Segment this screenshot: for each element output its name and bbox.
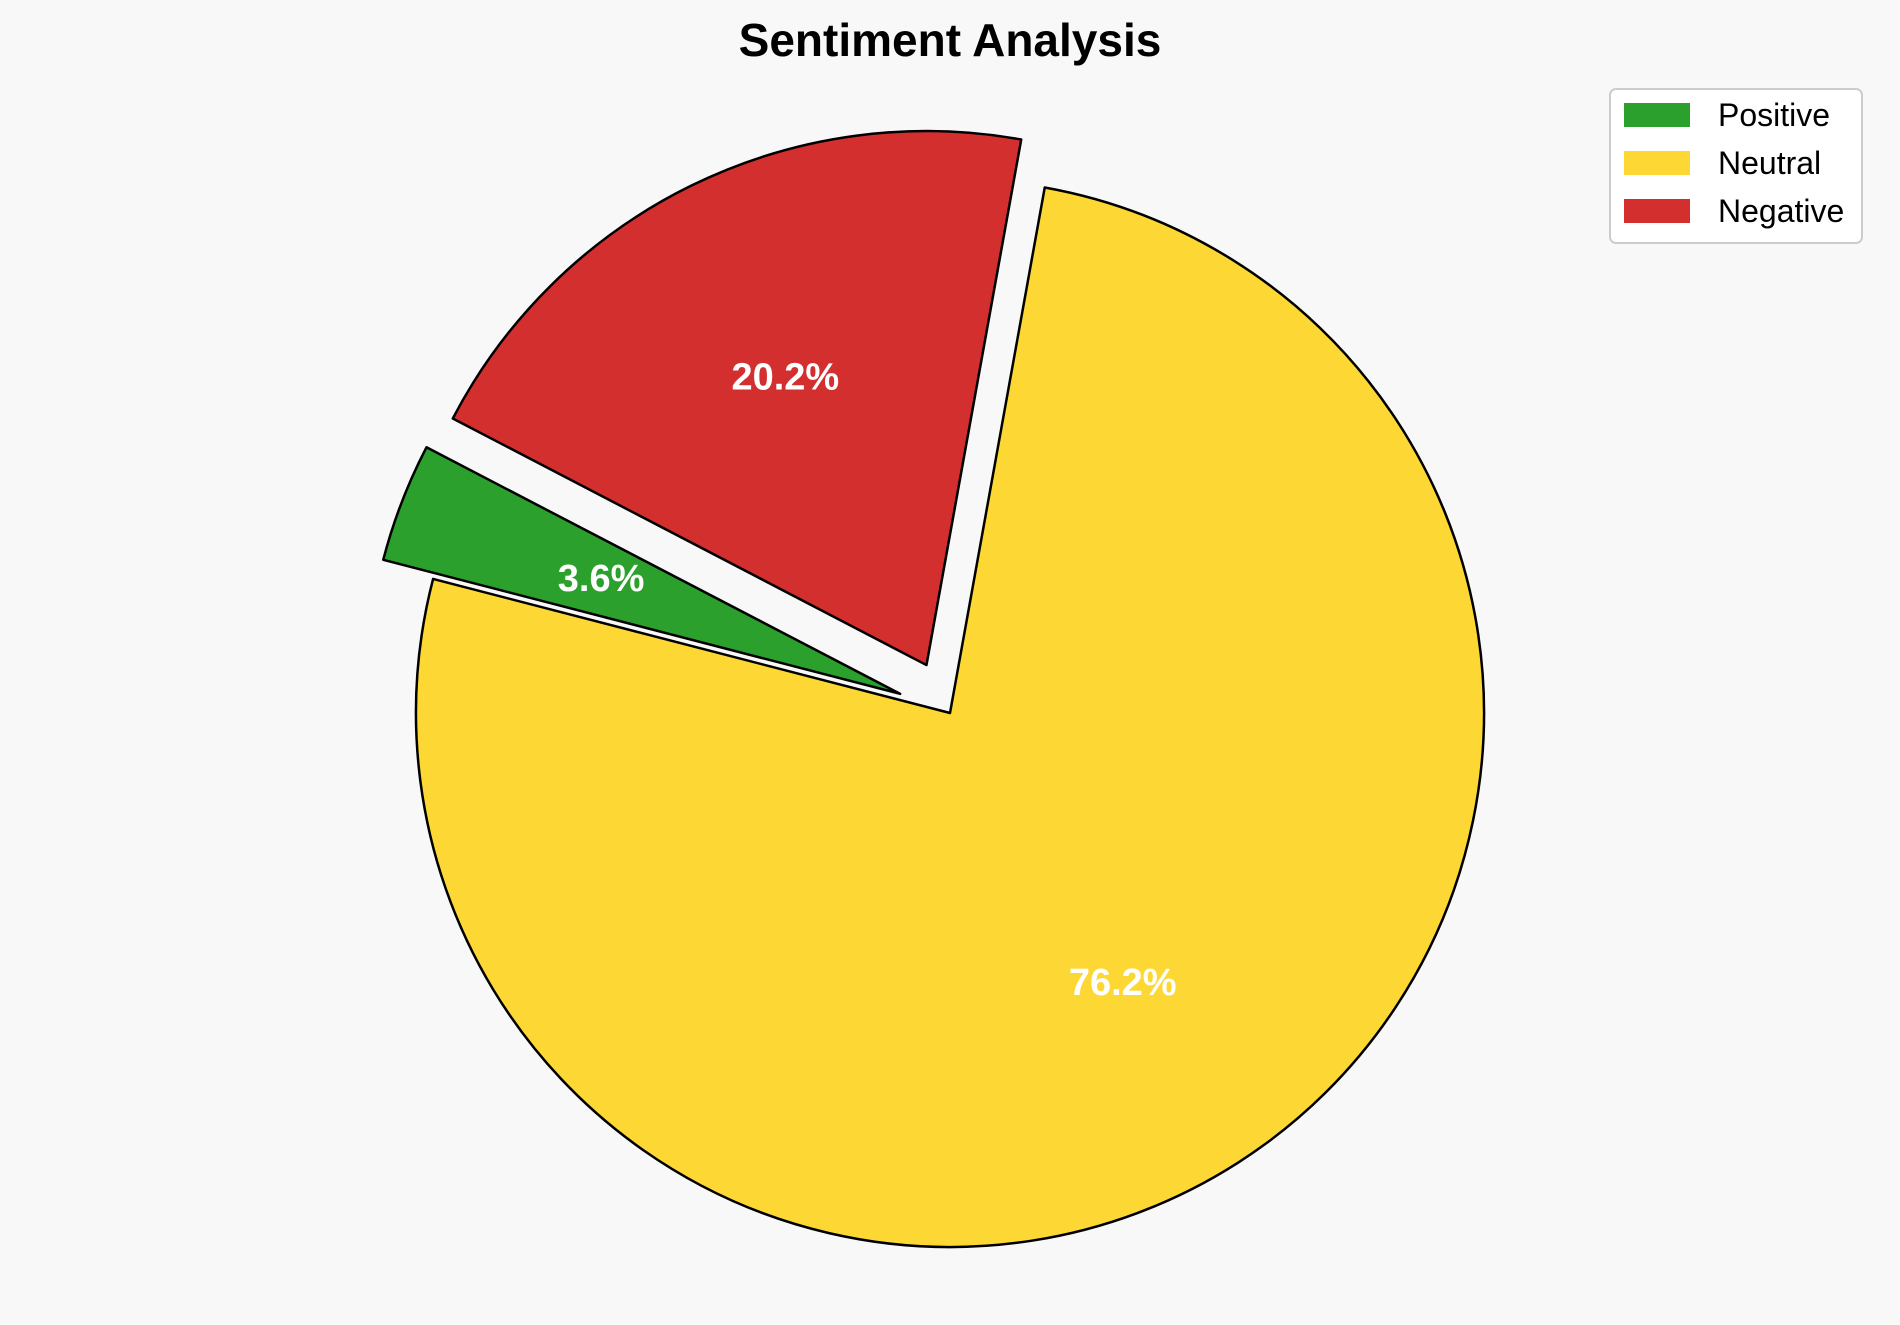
legend-swatch-neutral: [1624, 151, 1690, 175]
pie-slice-labels: 3.6% 76.2% 20.2%: [558, 356, 1177, 1003]
legend: Positive Neutral Negative: [1609, 88, 1863, 244]
slice-label-neutral: 76.2%: [1069, 962, 1177, 1004]
pie-slice-negative: [451, 129, 1023, 667]
legend-label-positive: Positive: [1718, 97, 1830, 133]
pie-slice-positive: [382, 446, 902, 696]
pie-slices: [382, 129, 1486, 1249]
pie-slice-neutral: [414, 186, 1486, 1249]
legend-swatch-positive: [1624, 103, 1690, 127]
chart-title: Sentiment Analysis: [739, 14, 1162, 66]
slice-label-positive: 3.6%: [558, 558, 645, 600]
legend-label-negative: Negative: [1718, 193, 1844, 229]
slice-label-negative: 20.2%: [731, 356, 839, 398]
legend-label-neutral: Neutral: [1718, 145, 1821, 181]
legend-swatch-negative: [1624, 199, 1690, 223]
